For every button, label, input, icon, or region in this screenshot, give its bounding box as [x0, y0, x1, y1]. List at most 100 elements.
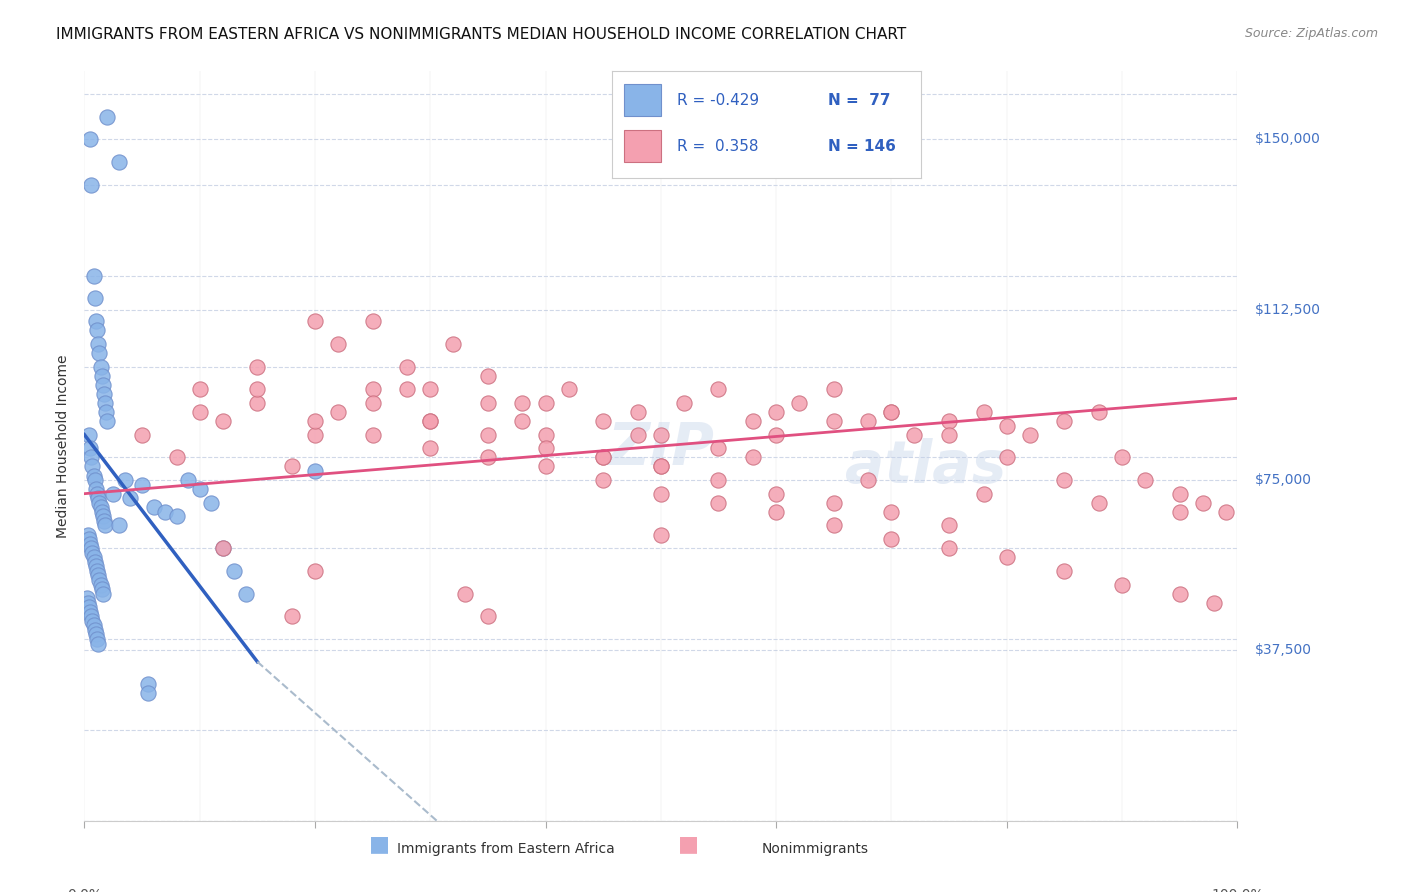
Text: ■: ■	[370, 835, 389, 855]
Point	[89, 346, 111, 360]
Point	[823, 496, 845, 510]
Point	[534, 427, 557, 442]
Point	[1168, 586, 1191, 600]
Point	[94, 396, 117, 410]
Point	[84, 482, 107, 496]
Point	[765, 427, 787, 442]
Point	[96, 414, 118, 428]
Point	[304, 564, 326, 578]
Point	[1204, 596, 1226, 610]
Point	[76, 527, 98, 541]
Text: atlas: atlas	[845, 438, 1007, 495]
Point	[211, 541, 233, 556]
Text: $150,000: $150,000	[1254, 133, 1320, 146]
Point	[166, 509, 188, 524]
Point	[93, 514, 115, 528]
Point	[166, 450, 188, 465]
Text: 0.0%: 0.0%	[67, 888, 101, 892]
Point	[707, 442, 730, 456]
Point	[534, 459, 557, 474]
Point	[1168, 486, 1191, 500]
Text: R = -0.429: R = -0.429	[676, 93, 759, 108]
Point	[87, 636, 110, 650]
Point	[995, 550, 1018, 565]
Point	[1053, 414, 1076, 428]
Point	[246, 382, 269, 396]
Point	[765, 505, 787, 519]
Point	[512, 414, 534, 428]
Point	[534, 442, 557, 456]
FancyBboxPatch shape	[624, 130, 661, 162]
Point	[83, 550, 105, 565]
Point	[281, 609, 304, 624]
Point	[304, 427, 326, 442]
Point	[83, 623, 105, 637]
Point	[454, 586, 477, 600]
Point	[89, 500, 111, 515]
Point	[79, 132, 101, 146]
Point	[80, 541, 103, 556]
Point	[858, 414, 880, 428]
Point	[86, 486, 108, 500]
Point	[1133, 473, 1156, 487]
Point	[87, 568, 110, 582]
Point	[235, 586, 257, 600]
Point	[120, 491, 142, 506]
Point	[557, 382, 579, 396]
Point	[707, 382, 730, 396]
Y-axis label: Median Household Income: Median Household Income	[56, 354, 70, 538]
Point	[91, 509, 114, 524]
Point	[96, 405, 118, 419]
Point	[903, 427, 925, 442]
Point	[87, 336, 110, 351]
Point	[1111, 577, 1133, 591]
Point	[361, 396, 384, 410]
Point	[477, 427, 499, 442]
Point	[281, 459, 304, 474]
Point	[938, 518, 960, 533]
Point	[188, 405, 211, 419]
Point	[83, 555, 105, 569]
Point	[91, 586, 114, 600]
Point	[938, 414, 960, 428]
Point	[973, 486, 995, 500]
Point	[83, 268, 105, 283]
Text: ZIP: ZIP	[607, 420, 714, 476]
Point	[131, 477, 153, 491]
Point	[477, 450, 499, 465]
Point	[136, 686, 159, 700]
Point	[823, 414, 845, 428]
Point	[200, 496, 222, 510]
Point	[650, 527, 672, 541]
Point	[650, 459, 672, 474]
Point	[419, 414, 441, 428]
Text: R =  0.358: R = 0.358	[676, 139, 758, 153]
Point	[80, 450, 103, 465]
Point	[823, 382, 845, 396]
Point	[326, 405, 349, 419]
Point	[82, 546, 104, 560]
Point	[77, 427, 100, 442]
Text: N =  77: N = 77	[828, 93, 890, 108]
Point	[76, 591, 98, 606]
Point	[592, 450, 614, 465]
Point	[188, 482, 211, 496]
Point	[84, 627, 107, 641]
Text: $75,000: $75,000	[1254, 473, 1312, 487]
Point	[142, 500, 165, 515]
Point	[326, 336, 349, 351]
Point	[765, 486, 787, 500]
Point	[80, 178, 103, 192]
Point	[82, 459, 104, 474]
Point	[91, 377, 114, 392]
Point	[80, 609, 103, 624]
Point	[246, 396, 269, 410]
Point	[83, 618, 105, 632]
Text: Nonimmigrants: Nonimmigrants	[762, 842, 869, 856]
Point	[592, 414, 614, 428]
Text: $112,500: $112,500	[1254, 302, 1320, 317]
Point	[114, 473, 136, 487]
Text: ■: ■	[679, 835, 699, 855]
Point	[419, 382, 441, 396]
Point	[211, 414, 233, 428]
